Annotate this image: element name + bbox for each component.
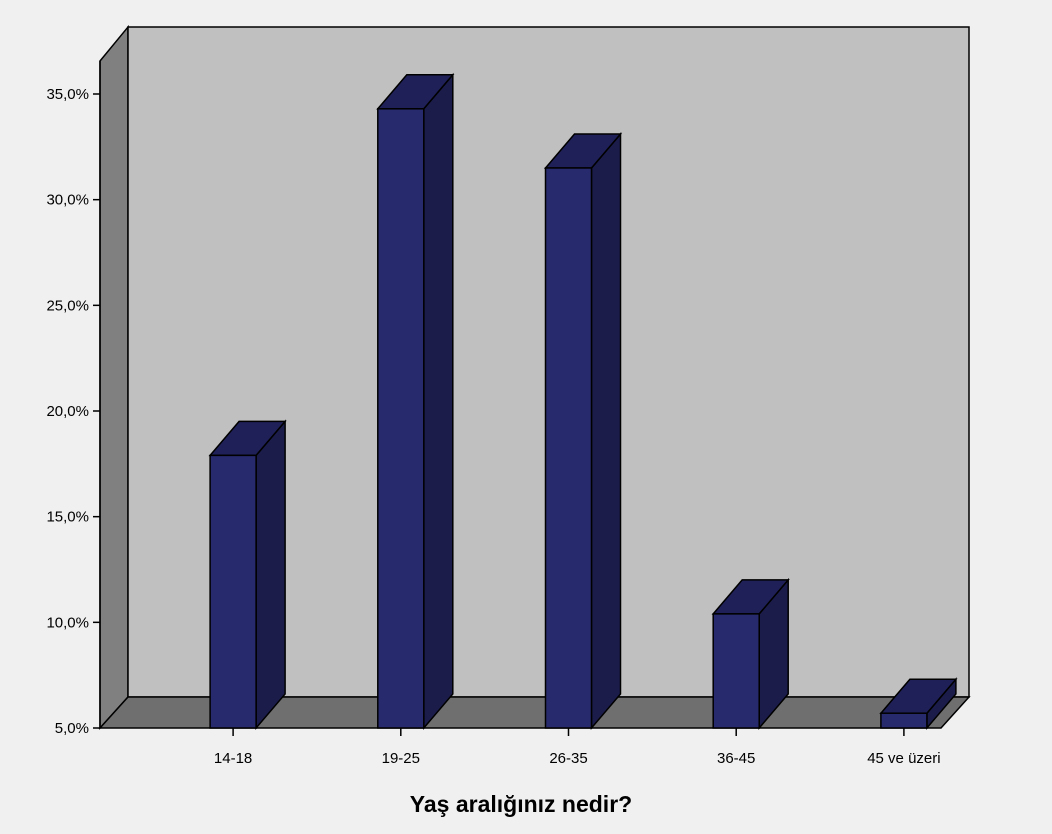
y-tick-label: 25,0% [46,297,89,314]
y-tick-label: 15,0% [46,509,89,526]
y-tick-label: 10,0% [46,614,89,631]
x-tick-label: 19-25 [382,750,420,767]
chart-side-wall [99,24,129,730]
x-tick-label: 26-35 [549,750,587,767]
bar-front [544,167,593,729]
bars-group [208,72,958,731]
bar-front [712,613,760,729]
bar [208,419,287,731]
y-tick-label: 35,0% [46,86,89,103]
bar [711,577,790,731]
y-tick-label: 30,0% [46,192,89,209]
bar [376,72,455,731]
bar-side [255,419,286,731]
x-tick-label: 36-45 [717,750,755,767]
bar-front [209,454,257,729]
bar-front [377,108,425,729]
x-axis-ticks: 14-18 19-25 26-35 36-45 45 ve üzeri [214,728,941,767]
x-tick-label: 14-18 [214,750,252,767]
y-tick-label: 5,0% [55,720,89,737]
bar-front [880,712,928,729]
x-axis-title: Yaş aralığınız nedir? [410,791,632,817]
bar [543,131,623,731]
x-tick-label: 45 ve üzeri [867,750,940,767]
y-axis-ticks: 5,0% 10,0% 15,0% 20,0% 25,0% 30,0% 35,0% [46,86,100,737]
y-tick-label: 20,0% [46,403,89,420]
bar-side [590,131,622,731]
bar-side [423,72,454,731]
bar [879,677,958,731]
